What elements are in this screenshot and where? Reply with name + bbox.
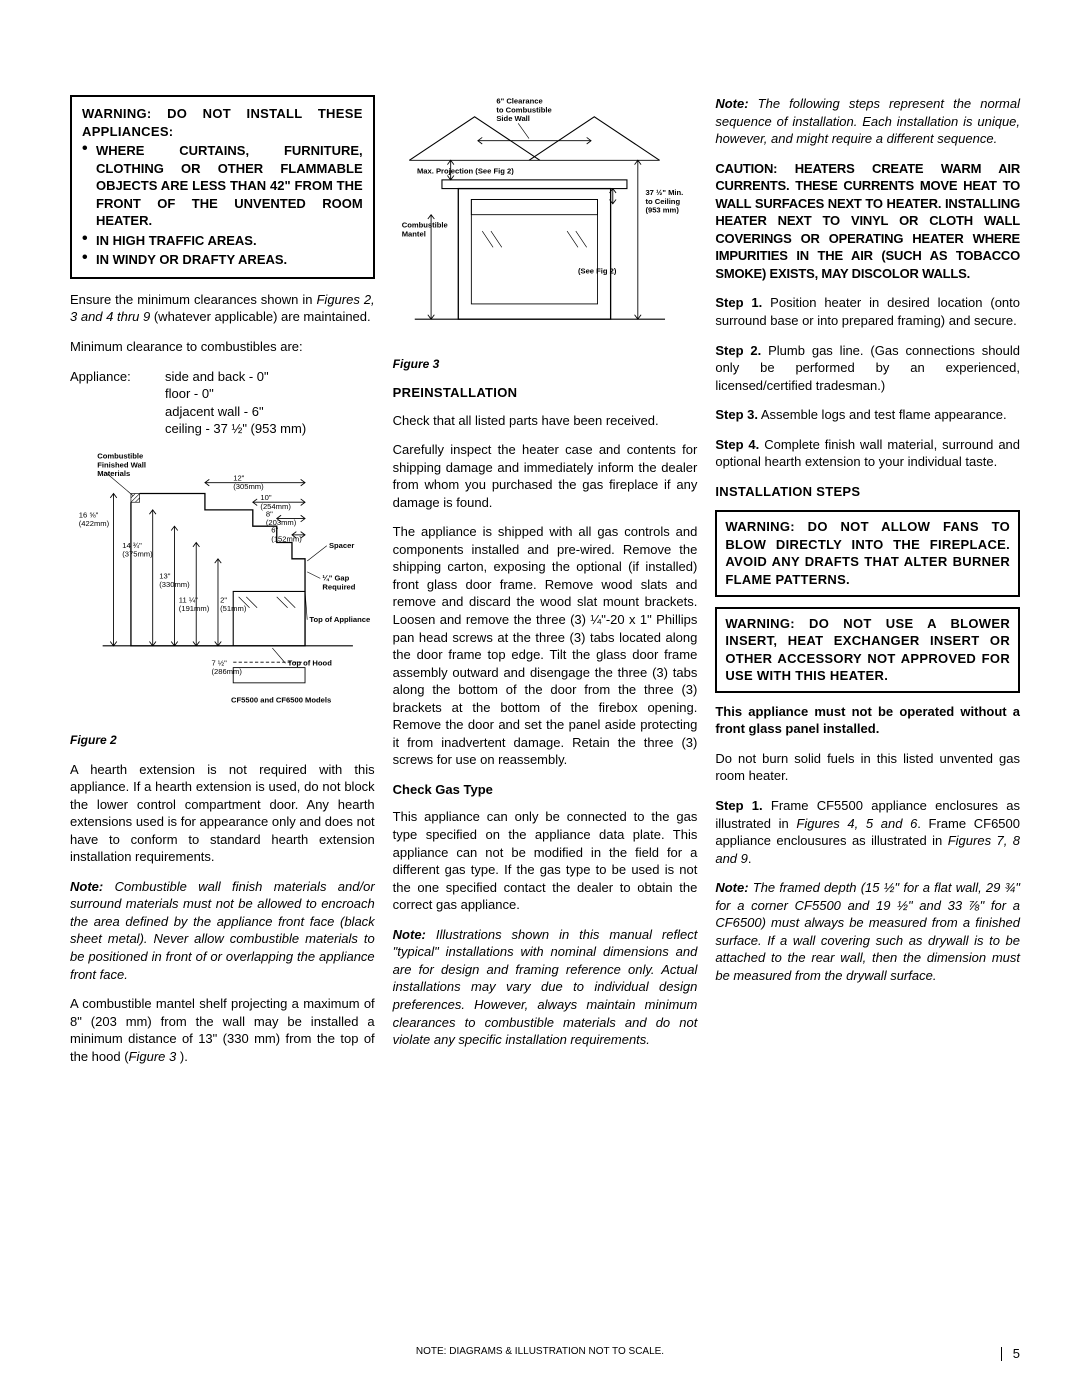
column-3: Note: The following steps represent the … [715, 95, 1020, 1077]
figure-ref: Figures 4, 5 and 6 [796, 816, 917, 831]
note-text: The following steps represent the normal… [715, 96, 1020, 146]
install-step-1: Step 1. Frame CF5500 appliance enclosure… [715, 797, 1020, 867]
svg-text:6"(152mm): 6"(152mm) [271, 525, 302, 543]
paragraph: A combustible mantel shelf projecting a … [70, 995, 375, 1065]
footer-note: NOTE: DIAGRAMS & ILLUSTRATION NOT TO SCA… [0, 1346, 1080, 1357]
paragraph: Carefully inspect the heater case and co… [393, 441, 698, 511]
step-4: Step 4. Complete finish wall material, s… [715, 436, 1020, 471]
figure-2-label: Figure 2 [70, 732, 375, 748]
text: A combustible mantel shelf projecting a … [70, 996, 375, 1064]
svg-text:6" Clearanceto CombustibleSide: 6" Clearanceto CombustibleSide Wall [496, 97, 551, 123]
page-num-divider [1001, 1347, 1002, 1361]
paragraph: Ensure the minimum clearances shown in F… [70, 291, 375, 326]
paragraph: Check that all listed parts have been re… [393, 412, 698, 430]
svg-text:14 ¾"(375mm): 14 ¾"(375mm) [122, 541, 153, 559]
step-text: Position heater in desired location (ont… [715, 295, 1020, 328]
step-text: Assemble logs and test flame appearance. [758, 407, 1007, 422]
svg-text:16 ⅝"(422mm): 16 ⅝"(422mm) [79, 510, 110, 528]
note-label: Note: [715, 96, 748, 111]
warning-title: WARNING: DO NOT INSTALL THESE APPLIANCES… [82, 105, 363, 140]
warning-list: WHERE CURTAINS, FURNITURE, CLOTHING OR O… [82, 142, 363, 269]
svg-text:Top of Hood: Top of Hood [288, 658, 333, 667]
note-text: Combustible wall finish materials and/or… [70, 879, 375, 982]
text: (whatever applicable) are maintained. [150, 309, 370, 324]
step-3: Step 3. Assemble logs and test flame app… [715, 406, 1020, 424]
svg-text:10"(254mm): 10"(254mm) [260, 493, 291, 511]
svg-text:Spacer: Spacer [329, 541, 354, 550]
svg-text:(See Fig 2): (See Fig 2) [578, 266, 617, 275]
figure-ref: Figure 3 [129, 1049, 177, 1064]
installation-steps-heading: INSTALLATION STEPS [715, 483, 1020, 501]
text: Ensure the minimum clearances shown in [70, 292, 316, 307]
step-label: Step 1. [715, 798, 762, 813]
svg-text:CF5500 and CF6500 Models: CF5500 and CF6500 Models [231, 695, 331, 704]
step-label: Step 3. [715, 407, 758, 422]
check-gas-type-heading: Check Gas Type [393, 781, 698, 799]
note-label: Note: [393, 927, 426, 942]
svg-text:37 ½" Min.to Ceiling(953 mm): 37 ½" Min.to Ceiling(953 mm) [645, 188, 683, 214]
warning-box-fans: WARNING: DO NOT ALLOW FANS TO BLOW DIREC… [715, 510, 1020, 596]
warning-box: WARNING: DO NOT INSTALL THESE APPLIANCES… [70, 95, 375, 279]
svg-text:12"(305mm): 12"(305mm) [233, 473, 264, 491]
svg-text:11 ¼"(191mm): 11 ¼"(191mm) [179, 595, 210, 613]
must-not-operate: This appliance must not be operated with… [715, 703, 1020, 738]
step-label: Step 4. [715, 437, 759, 452]
note-label: Note: [715, 880, 748, 895]
warning-box-blower: WARNING: DO NOT USE A BLOWER INSERT, HEA… [715, 607, 1020, 693]
paragraph: Do not burn solid fuels in this listed u… [715, 750, 1020, 785]
column-2: 6" Clearanceto CombustibleSide Wall Max.… [393, 95, 698, 1077]
note: Note: The framed depth (15 ½" for a flat… [715, 879, 1020, 984]
text: ). [176, 1049, 188, 1064]
svg-text:Max. Projection (See Fig 2): Max. Projection (See Fig 2) [417, 166, 514, 175]
paragraph: The appliance is shipped with all gas co… [393, 523, 698, 769]
step-label: Step 1. [715, 295, 762, 310]
spec-label: Appliance: [70, 368, 165, 438]
svg-text:CombustibleMantel: CombustibleMantel [401, 221, 447, 239]
svg-text:¼" GapRequired: ¼" GapRequired [322, 573, 355, 591]
svg-text:Top of Appliance: Top of Appliance [309, 615, 370, 624]
warning-item: WHERE CURTAINS, FURNITURE, CLOTHING OR O… [82, 142, 363, 230]
spec-values: side and back - 0" floor - 0" adjacent w… [165, 368, 375, 438]
preinstallation-heading: PREINSTALLATION [393, 384, 698, 402]
svg-text:CombustibleFinished WallMateri: CombustibleFinished WallMaterials [97, 451, 146, 477]
note-text: Illustrations shown in this manual refle… [393, 927, 698, 1047]
warning-item: IN HIGH TRAFFIC AREAS. [82, 232, 363, 250]
note: Note: Combustible wall finish materials … [70, 878, 375, 983]
svg-text:7 ½"(286mm): 7 ½"(286mm) [211, 658, 242, 676]
caution: CAUTION: HEATERS CREATE WARM AIR CURRENT… [715, 160, 1020, 283]
figure-3-label: Figure 3 [393, 356, 698, 372]
warning-item: IN WINDY OR DRAFTY AREAS. [82, 251, 363, 269]
text: . [748, 851, 752, 866]
note-text: The framed depth (15 ½" for a flat wall,… [715, 880, 1020, 983]
paragraph: This appliance can only be connected to … [393, 808, 698, 913]
step-text: Plumb gas line. (Gas connections should … [715, 343, 1020, 393]
page-number: 5 [1013, 1346, 1020, 1361]
page-content: WARNING: DO NOT INSTALL THESE APPLIANCES… [70, 95, 1020, 1077]
step-1: Step 1. Position heater in desired locat… [715, 294, 1020, 329]
note: Note: The following steps represent the … [715, 95, 1020, 148]
paragraph: A hearth extension is not required with … [70, 761, 375, 866]
spec-block: Appliance: side and back - 0" floor - 0"… [70, 368, 375, 438]
step-2: Step 2. Plumb gas line. (Gas connections… [715, 342, 1020, 395]
paragraph: Minimum clearance to combustibles are: [70, 338, 375, 356]
step-label: Step 2. [715, 343, 761, 358]
column-1: WARNING: DO NOT INSTALL THESE APPLIANCES… [70, 95, 375, 1077]
step-text: Complete finish wall material, surround … [715, 437, 1020, 470]
svg-text:8"(203mm): 8"(203mm) [266, 509, 297, 527]
note-label: Note: [70, 879, 103, 894]
figure-2-diagram: CombustibleFinished WallMaterials 12"(30… [70, 450, 375, 722]
note: Note: Illustrations shown in this manual… [393, 926, 698, 1049]
figure-3-diagram: 6" Clearanceto CombustibleSide Wall Max.… [393, 95, 698, 345]
